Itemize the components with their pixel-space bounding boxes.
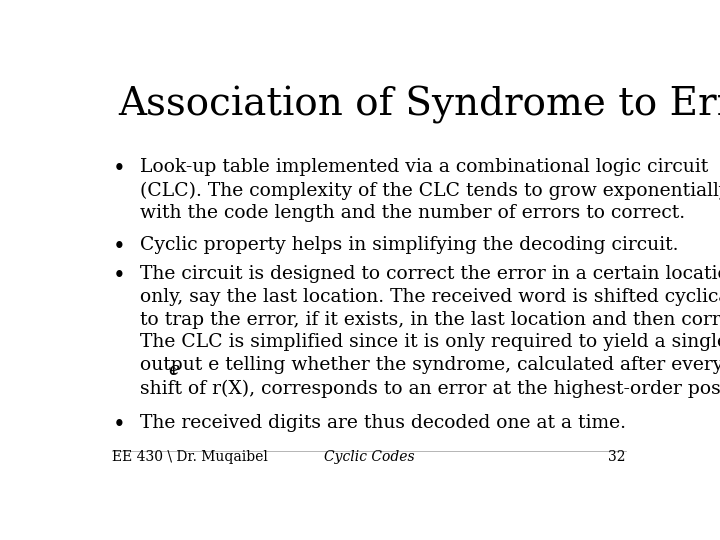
- Text: e: e: [168, 361, 179, 379]
- Text: The circuit is designed to correct the error in a certain location
only, say the: The circuit is designed to correct the e…: [140, 265, 720, 397]
- Text: •: •: [112, 415, 125, 436]
- Text: EE 430 \ Dr. Muqaibel: EE 430 \ Dr. Muqaibel: [112, 450, 268, 464]
- Text: Cyclic Codes: Cyclic Codes: [324, 450, 414, 464]
- Text: •: •: [112, 158, 125, 180]
- Text: Association of Syndrome to Error Pattern: Association of Syndrome to Error Pattern: [118, 85, 720, 124]
- Text: •: •: [112, 235, 125, 258]
- Text: 32: 32: [608, 450, 626, 464]
- Text: Cyclic property helps in simplifying the decoding circuit.: Cyclic property helps in simplifying the…: [140, 235, 679, 254]
- Text: •: •: [112, 265, 125, 287]
- Text: Look-up table implemented via a combinational logic circuit
(CLC). The complexit: Look-up table implemented via a combinat…: [140, 158, 720, 222]
- Text: The received digits are thus decoded one at a time.: The received digits are thus decoded one…: [140, 415, 626, 433]
